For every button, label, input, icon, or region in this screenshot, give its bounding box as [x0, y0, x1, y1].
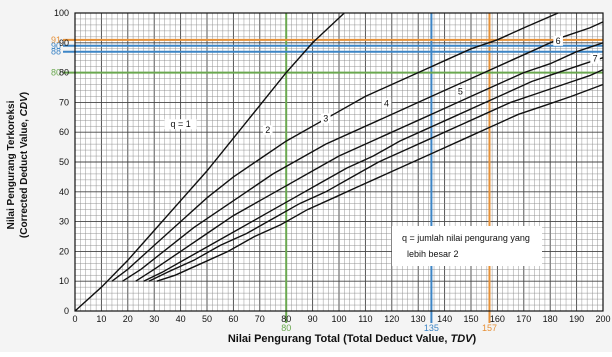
x-tick-label: 20 [123, 314, 133, 324]
y-axis-label-line-2: (Corrected Deduct Value, CDV) [19, 92, 30, 238]
curve-line [74, 12, 345, 312]
grid [74, 12, 604, 312]
curve-label: 6 [556, 36, 561, 46]
y-tick-label: 60 [59, 127, 69, 137]
x-tick-label: 120 [384, 314, 399, 324]
annotation-background [392, 226, 542, 266]
curve-line [143, 57, 604, 282]
x-tick-label: 200 [595, 314, 610, 324]
y-tick-label: 80 [59, 68, 69, 78]
curve-label-background [590, 53, 600, 64]
annotation-box: q = jumlah nilai pengurang yang lebih be… [392, 226, 542, 266]
x-tick-label: 50 [202, 314, 212, 324]
x-tick-label: 90 [308, 314, 318, 324]
annotation-line-1: q = jumlah nilai pengurang yang [402, 233, 530, 243]
curve-labels: q = 1 2 3 4 5 6 7 [164, 35, 600, 136]
curve-label: 2 [265, 125, 270, 135]
guide-label-horizontal: 91 [51, 35, 61, 45]
guide-label-vertical: 135 [424, 323, 439, 333]
x-axis-label-italic: TDV [451, 333, 475, 345]
guide-label-vertical: 157 [482, 323, 497, 333]
x-tick-label: 60 [228, 314, 238, 324]
curve-label-background [381, 98, 392, 109]
y-tick-label: 20 [59, 246, 69, 256]
x-axis-label: Nilai Pengurang Total (Total Deduct Valu… [228, 333, 477, 345]
curve-line [156, 83, 604, 282]
curve-label-background [262, 125, 273, 136]
plot-frame [74, 12, 604, 312]
y-tick-label: 50 [59, 157, 69, 167]
x-tick-label: 30 [149, 314, 159, 324]
guide-label-horizontal: 90 [51, 41, 61, 51]
y-tick-label: 0 [64, 306, 69, 316]
y-axis-label-line-2-end: ) [19, 92, 30, 95]
curve-label-background [321, 113, 331, 124]
curve-label-background [164, 119, 197, 130]
x-tick-label: 40 [176, 314, 186, 324]
x-tick-label: 170 [516, 314, 531, 324]
x-axis-label-end: ) [473, 333, 477, 345]
guide-label-vertical: 80 [281, 323, 291, 333]
curve-label: 5 [458, 86, 463, 96]
guide-label-horizontal: 80 [51, 68, 61, 78]
x-tick-labels: 0 10 20 30 40 50 60 70 80 90 100 110 120 130 140 150 160… [72, 314, 610, 324]
x-tick-label: 110 [358, 314, 372, 324]
curve-line [135, 42, 604, 282]
x-tick-label: 140 [437, 314, 452, 324]
y-tick-label: 10 [59, 276, 69, 286]
y-axis-label-line-2-italic: CDV [19, 94, 30, 116]
x-tick-label: 80 [281, 314, 291, 324]
x-tick-label: 160 [490, 314, 505, 324]
y-tick-label: 90 [59, 38, 69, 48]
guide-label-horizontal: 88 [51, 47, 61, 57]
y-axis-label-line-1: Nilai Pengurang Terkoreksi [6, 100, 17, 229]
x-tick-label: 180 [543, 314, 558, 324]
y-tick-label: 70 [59, 97, 69, 107]
curve-label-background [455, 86, 466, 97]
x-tick-label: 0 [72, 314, 77, 324]
x-tick-label: 70 [255, 314, 265, 324]
annotation-line-2: lebih besar 2 [407, 249, 459, 259]
y-axis-label-line-2-main: (Corrected Deduct Value, [19, 116, 30, 238]
curve-label: 4 [384, 98, 389, 108]
y-tick-label: 40 [59, 187, 69, 197]
x-tick-label: 150 [463, 314, 478, 324]
curve-line [122, 21, 604, 282]
x-tick-label: 130 [411, 314, 426, 324]
curve-label-background [553, 35, 563, 46]
x-tick-label: 100 [331, 314, 346, 324]
curve-line [148, 68, 604, 282]
y-tick-labels: 0 10 20 30 40 50 60 70 80 90 100 [54, 8, 69, 316]
curve-label: 7 [593, 54, 598, 64]
axes [74, 12, 604, 312]
y-tick-label: 30 [59, 217, 69, 227]
curve-label: 3 [323, 113, 328, 123]
curve-label: q = 1 [170, 119, 190, 129]
x-axis-label-main: Nilai Pengurang Total (Total Deduct Valu… [228, 333, 451, 345]
y-tick-label: 100 [54, 8, 69, 18]
x-tick-label: 10 [96, 314, 106, 324]
x-tick-label: 190 [569, 314, 584, 324]
